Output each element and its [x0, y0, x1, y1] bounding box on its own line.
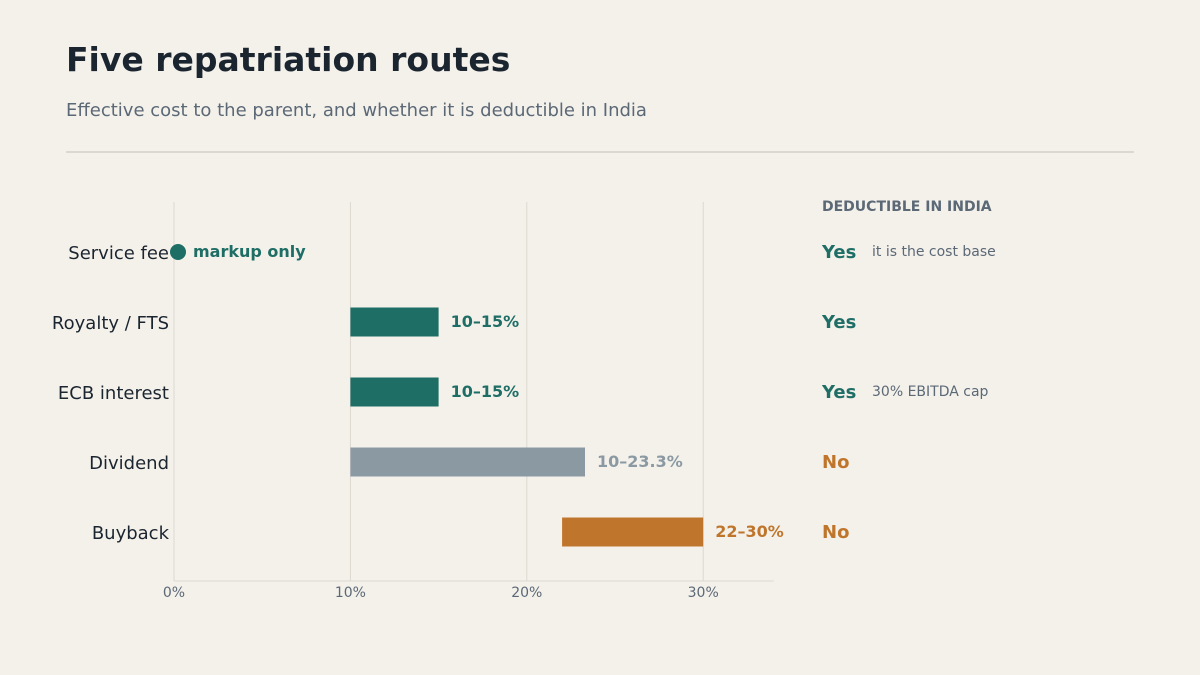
header-divider [66, 151, 1134, 153]
deductible-row: Yes it is the cost base [822, 237, 996, 267]
data-label: 10–23.3% [597, 452, 683, 471]
chart-title: Five repatriation routes [66, 40, 511, 79]
deductible-note: it is the cost base [872, 244, 996, 260]
range-bar [350, 447, 586, 477]
x-tick-label: 10% [335, 585, 366, 601]
category-label: Dividend [89, 453, 169, 474]
x-tick-label: 0% [163, 585, 185, 601]
deductible-value: Yes [822, 241, 857, 263]
chart-subtitle: Effective cost to the parent, and whethe… [66, 100, 647, 121]
category-label: Service fee [68, 243, 169, 264]
deductible-column-header: DEDUCTIBLE IN INDIA [822, 199, 992, 215]
deductible-row: Yes 30% EBITDA cap [822, 377, 988, 407]
x-tick-label: 30% [688, 585, 719, 601]
deductible-row: No [822, 517, 872, 547]
deductible-value: No [822, 451, 850, 473]
category-label: ECB interest [58, 383, 169, 404]
data-label: 10–15% [451, 312, 520, 331]
deductible-note: 30% EBITDA cap [872, 384, 989, 400]
range-bar [562, 517, 704, 547]
range-bar [350, 377, 439, 407]
deductible-row: No [822, 447, 872, 477]
deductible-value: No [822, 521, 850, 543]
deductible-value: Yes [822, 381, 857, 403]
point-marker [170, 244, 186, 260]
range-bar [350, 307, 439, 337]
data-label: 10–15% [451, 382, 520, 401]
deductible-value: Yes [822, 311, 857, 333]
data-label: markup only [193, 242, 306, 261]
deductible-row: Yes [822, 307, 872, 337]
x-tick-label: 20% [511, 585, 542, 601]
data-label: 22–30% [715, 522, 784, 541]
category-label: Royalty / FTS [52, 313, 169, 334]
category-label: Buyback [92, 523, 170, 544]
